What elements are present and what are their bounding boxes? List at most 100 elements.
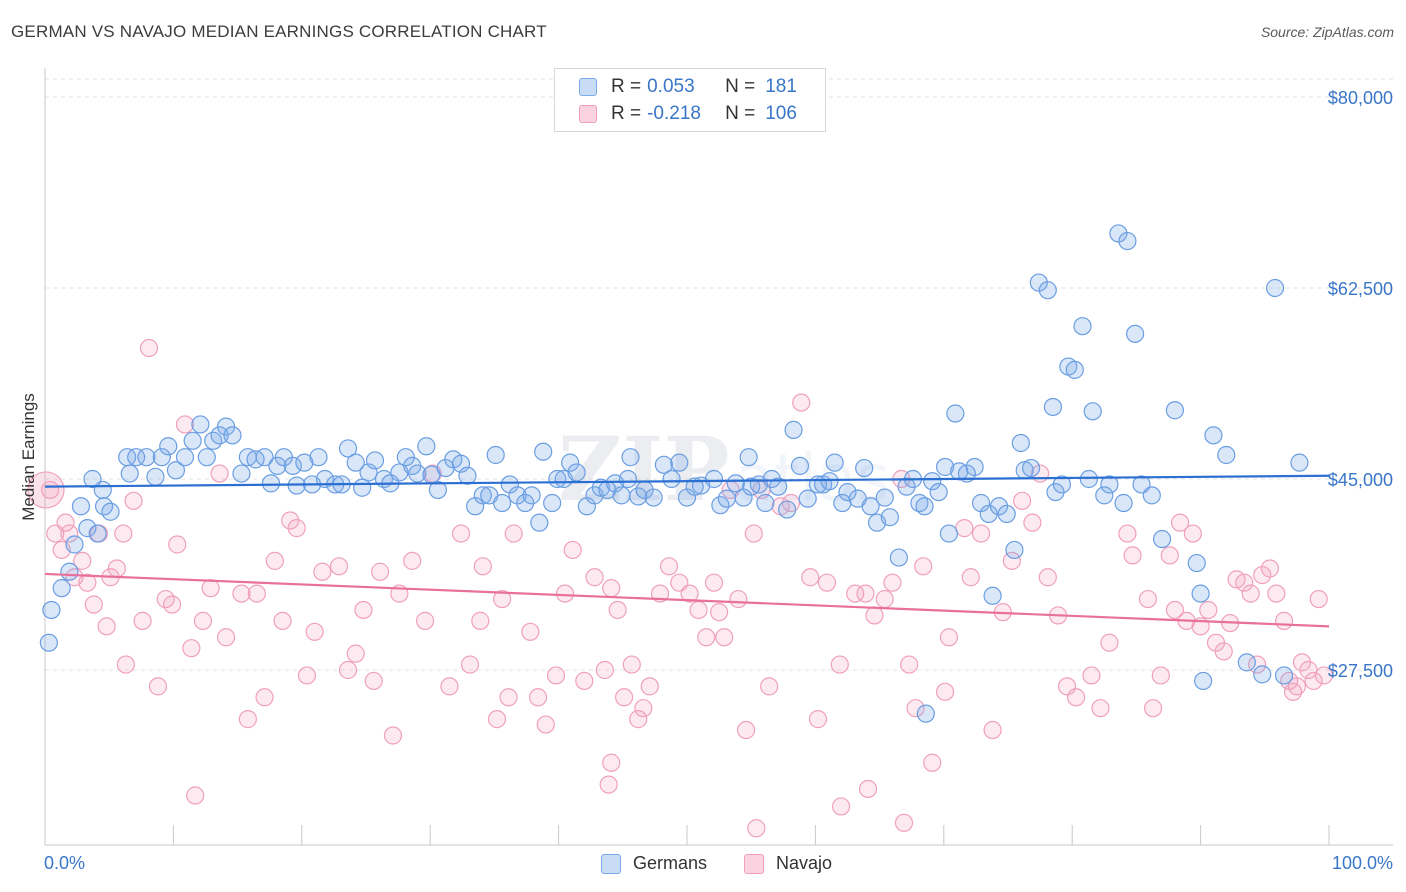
navajo-point [817,573,837,592]
navajo-point [305,622,324,641]
german-point [618,469,638,489]
navajo-point [801,568,820,587]
navajo-point [364,671,383,691]
german-point [458,466,477,485]
german-point [255,448,274,467]
navajo-point [238,710,257,729]
navajo-swatch [579,105,597,123]
navajo-point [168,535,187,554]
navajo-legend-label: Navajo [776,853,833,873]
german-point [784,420,803,439]
german-point [612,486,631,505]
german-point [1118,231,1137,251]
navajo-series [27,338,1333,838]
navajo-point [182,639,201,658]
german-point [42,600,61,620]
german-point [127,448,146,467]
navajo-point [265,551,284,570]
navajo-point [210,464,229,483]
navajo-point [201,579,220,598]
navajo-point [415,611,435,630]
navajo-point [297,666,317,685]
navajo-legend-swatch [744,853,764,874]
german-point [516,493,535,513]
navajo-point [471,611,490,630]
navajo-point [1100,633,1119,652]
navajo-point [451,524,471,543]
navajo-point [124,491,143,510]
german-point [197,448,216,467]
navajo-point [97,617,116,636]
germans-swatch [579,78,597,96]
german-point [223,426,242,445]
x-tick-label-min: 0.0% [44,853,85,873]
navajo-point [1267,584,1286,603]
german-point [137,448,156,467]
german-point [365,451,385,470]
navajo-point [499,688,518,707]
navajo-point [1199,600,1218,620]
navajo-point [900,655,919,674]
germans-series [39,224,1309,723]
navajo-point [346,644,365,663]
navajo-point [1292,653,1312,672]
navajo-point [914,557,933,576]
navajo-point [1309,589,1328,609]
y-tick-label: $80,000 [1328,88,1393,108]
german-point [353,478,372,497]
navajo-point [504,524,523,543]
navajo-point [575,671,594,691]
navajo-point [608,600,627,620]
german-point [762,469,781,489]
navajo-point [73,551,92,570]
german-point [120,464,139,483]
bottom-legend-germans: Germans [601,853,707,874]
navajo-point [894,813,914,832]
german-point [60,562,79,581]
germans-trend-line [44,474,1330,488]
germans-legend-label: Germans [633,853,708,873]
navajo-point [961,568,980,587]
navajo-point [858,779,878,799]
german-point [670,453,689,472]
german-point [1191,584,1210,603]
navajo-point [614,688,634,707]
navajo-point [354,600,373,620]
navajo-point [148,677,168,696]
german-point [1114,493,1133,513]
german-point [1204,426,1223,445]
navajo-point [107,559,127,578]
navajo-point [729,589,748,609]
navajo-point [704,573,724,592]
navajo-point [906,699,925,718]
german-point [916,704,935,723]
navajo-point [715,628,734,647]
german-point [1194,671,1213,691]
navajo-point [1091,699,1110,718]
navajo-point [440,677,459,696]
navajo-point [114,524,133,543]
y-tick-labels: $27,500 $45,000 $62,500 $80,000 [1328,88,1393,681]
navajo-point [493,589,512,609]
navajo-point [232,584,251,603]
german-point [739,448,758,467]
german-point [152,448,171,467]
german-point [1046,482,1065,502]
navajo-point [175,415,195,434]
source-note: Source: ZipAtlas.com [1260,24,1394,40]
german-point [875,488,894,507]
german-point [93,480,112,500]
german-point [530,513,549,532]
navajo-point [1118,524,1137,543]
navajo-point [287,519,306,538]
navajo-point [808,710,828,729]
german-point [1022,458,1041,478]
german-point [543,493,562,513]
legend-r-label: R = [611,76,642,97]
german-point [1065,360,1084,379]
x-tick-marks [44,825,1330,845]
german-point [838,482,857,502]
german-point [965,457,984,477]
german-point [923,472,942,491]
german-point [295,453,314,472]
